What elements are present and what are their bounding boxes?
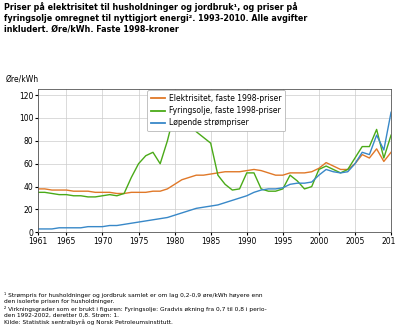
Legend: Elektrisitet, faste 1998-priser, Fyringsolje, faste 1998-priser, Løpende strømpr: Elektrisitet, faste 1998-priser, Fyrings… <box>147 90 285 131</box>
Text: Priser på elektrisitet til husholdninger og jordbruk¹, og priser på
fyringsolje : Priser på elektrisitet til husholdninger… <box>4 2 307 34</box>
Text: Øre/kWh: Øre/kWh <box>6 75 39 84</box>
Text: ¹ Strømpris for husholdninger og jordbruk samlet er om lag 0,2-0,9 øre/kWh høyer: ¹ Strømpris for husholdninger og jordbru… <box>4 292 267 325</box>
